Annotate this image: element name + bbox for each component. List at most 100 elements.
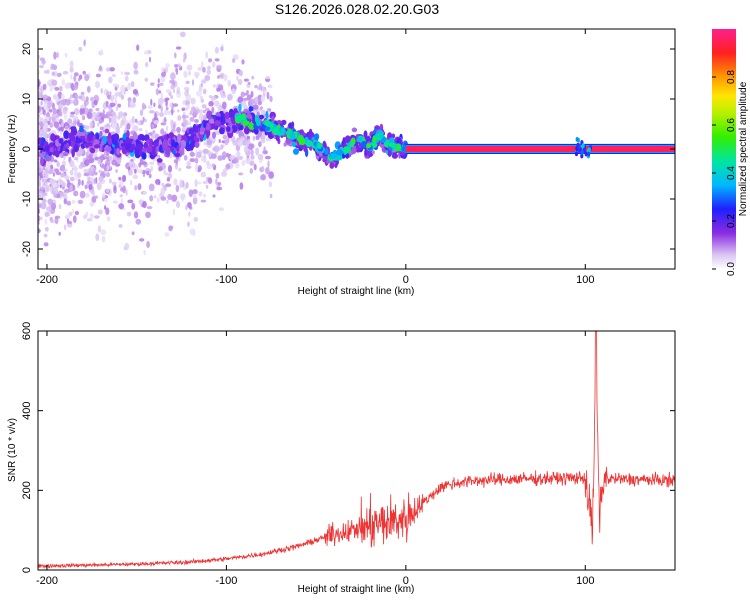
spectrogram-cell: [241, 59, 245, 65]
spectrogram-cell: [196, 181, 202, 185]
spectrogram-cell: [64, 82, 71, 90]
spectrogram-cell: [208, 101, 214, 107]
spectrogram-cell: [131, 116, 135, 124]
x-tick-label: 100: [576, 274, 594, 286]
spectrogram-xlabel: Height of straight line (km): [298, 286, 415, 297]
spectrogram-cell: [185, 80, 190, 84]
colorbar-tick-label: 0.2: [726, 214, 737, 228]
spectrogram-cell: [79, 190, 86, 199]
spectrogram-cell: [202, 66, 206, 73]
spectrogram-cell: [38, 125, 41, 130]
spectrogram-cell: [199, 109, 203, 114]
spectrogram-cell: [106, 164, 109, 171]
spectrogram-cell: [207, 177, 213, 184]
spectrogram-cell: [115, 125, 120, 134]
spectrogram-cell: [106, 189, 109, 193]
spectrogram-cell: [250, 143, 255, 149]
spectrogram-cell: [74, 210, 79, 216]
spectrogram-cell: [48, 116, 52, 123]
spectrogram-cell: [83, 214, 88, 220]
spectrogram-cell: [179, 179, 183, 187]
spectrogram-cell: [260, 134, 266, 141]
spectrogram-cell: [155, 88, 159, 96]
spectrogram-cell: [85, 96, 89, 102]
spectrogram-cell: [105, 207, 110, 215]
spectrogram-cell: [101, 164, 106, 169]
spectrogram-cell: [174, 52, 177, 59]
spectrogram-cell: [193, 193, 197, 199]
spectrogram-cell: [264, 126, 271, 131]
spectrogram-cell: [64, 192, 68, 199]
spectrogram-cell: [234, 162, 240, 169]
spectrogram-cell: [70, 74, 73, 80]
spectrogram-cell: [205, 107, 210, 112]
spectrogram-cell: [60, 172, 65, 178]
spectrogram-cell: [213, 145, 220, 153]
spectrogram-cell: [167, 165, 173, 173]
spectrogram-cell: [250, 149, 254, 156]
colorbar-tick-label: 0.0: [726, 262, 737, 276]
spectrogram-cell: [154, 112, 158, 121]
spectrogram-cell: [292, 141, 296, 148]
spectrogram-cell: [82, 70, 86, 75]
spectrogram-cell: [194, 141, 200, 148]
spectrogram-cell: [48, 108, 53, 113]
spectrogram-cell: [146, 170, 150, 176]
spectrogram-cell: [197, 165, 202, 172]
spectrogram-cell: [202, 109, 206, 114]
spectrogram-cell: [182, 114, 186, 119]
spectrogram-cell: [125, 189, 128, 196]
spectrogram-cell: [575, 137, 579, 142]
spectrogram-cell: [317, 142, 322, 149]
spectrogram-cell: [173, 178, 178, 186]
spectrogram-cell: [170, 95, 174, 99]
spectrogram-cell: [169, 79, 175, 84]
y-tick-label: 20: [21, 43, 33, 55]
spectrogram-cell: [238, 172, 244, 176]
spectrogram-cell: [185, 205, 188, 211]
spectrogram-cell: [236, 75, 239, 81]
y-tick-label: -20: [21, 241, 33, 257]
spectrogram-cell: [132, 131, 138, 141]
spectrogram-cell: [47, 198, 53, 205]
spectrogram-cell: [40, 186, 45, 191]
spectrogram-cell: [214, 58, 220, 62]
spectrogram-cell: [221, 171, 228, 177]
spectrogram-cell: [44, 211, 50, 217]
spectrogram-cell: [303, 144, 308, 153]
snr-ylabel: SNR (10 * v/v): [7, 418, 18, 482]
spectrogram-cell: [41, 198, 47, 203]
figure-title: S126.2026.028.02.20.G03: [275, 1, 439, 17]
spectrogram-cell: [107, 138, 113, 145]
spectrogram-cell: [398, 137, 402, 145]
spectrogram-cell: [377, 133, 384, 139]
spectrogram-cell: [173, 123, 176, 129]
spectrogram-cell: [149, 110, 155, 114]
spectrogram-cell: [205, 184, 209, 189]
spectrogram-cell: [247, 81, 251, 85]
spectrogram-cell: [57, 145, 61, 152]
spectrogram-cell: [245, 157, 252, 164]
y-tick-label: 0: [21, 567, 33, 573]
spectrogram-cell: [198, 113, 204, 121]
spectrogram-cell: [259, 114, 265, 120]
spectrogram-cell: [224, 138, 229, 146]
spectrogram-cell: [229, 155, 234, 161]
spectrogram-cell: [162, 139, 169, 149]
spectrogram-cell: [157, 78, 160, 84]
spectrogram-cell: [49, 147, 54, 153]
spectrogram-cell: [75, 138, 82, 144]
spectrogram-cell: [113, 133, 120, 141]
spectrogram-cell: [391, 133, 396, 139]
spectrogram-cell: [54, 215, 61, 219]
spectrogram-cell: [130, 81, 135, 88]
spectrogram-cell: [357, 136, 363, 142]
spectrogram-cell: [101, 154, 104, 161]
spectrogram-cell: [174, 152, 181, 158]
spectrogram-cell: [202, 88, 207, 95]
spectrogram-cell: [89, 213, 94, 219]
spectrogram-cell: [43, 100, 49, 105]
spectrogram-cell: [216, 87, 221, 92]
spectrogram-cell: [56, 193, 61, 199]
spectrogram-cell: [269, 193, 273, 199]
